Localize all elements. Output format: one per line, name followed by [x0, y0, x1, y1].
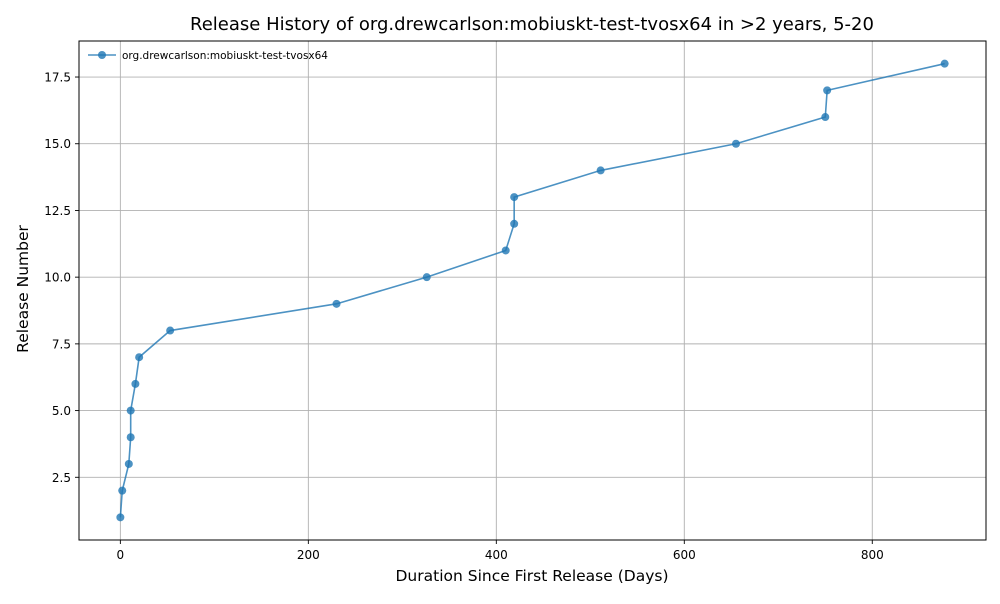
data-point	[135, 353, 144, 362]
data-point	[126, 406, 135, 415]
data-point	[126, 433, 135, 442]
legend-marker	[98, 51, 106, 59]
data-point	[510, 219, 519, 228]
data-point	[116, 513, 125, 522]
data-point	[166, 326, 175, 335]
data-point	[940, 59, 949, 68]
y-tick-label: 12.5	[44, 204, 71, 218]
x-axis-label: Duration Since First Release (Days)	[395, 567, 668, 585]
data-point	[131, 379, 140, 388]
legend: org.drewcarlson:mobiuskt-test-tvosx64	[88, 50, 328, 62]
data-point	[823, 86, 832, 95]
data-point	[422, 273, 431, 282]
chart-title: Release History of org.drewcarlson:mobiu…	[190, 14, 874, 35]
data-point	[124, 459, 133, 468]
data-point	[821, 113, 830, 122]
x-tick-label: 400	[485, 548, 508, 562]
data-point	[118, 486, 127, 495]
axes-frame	[78, 40, 987, 541]
y-tick-label: 17.5	[44, 71, 71, 85]
x-tick-label: 200	[297, 548, 320, 562]
data-point	[501, 246, 510, 255]
y-tick-label: 10.0	[44, 271, 71, 285]
series-line	[119, 62, 945, 518]
y-tick-label: 5.0	[52, 404, 71, 418]
data-point	[731, 139, 740, 148]
y-tick-label: 2.5	[52, 471, 71, 485]
data-point	[510, 193, 519, 202]
y-tick-label: 15.0	[44, 137, 71, 151]
y-axis-label: Release Number	[14, 225, 32, 353]
x-tick-label: 0	[117, 548, 125, 562]
legend-label: org.drewcarlson:mobiuskt-test-tvosx64	[122, 50, 328, 62]
y-tick-label: 7.5	[52, 337, 71, 351]
x-tick-label: 800	[861, 548, 884, 562]
grid-layer	[79, 41, 986, 540]
data-point	[332, 299, 341, 308]
series-layer	[116, 59, 949, 522]
x-tick-label: 600	[673, 548, 696, 562]
tick-layer: 0 200 400 600 800 2.5 5.0 7.5 10.0 12.5 15.0 17.5	[44, 71, 883, 562]
data-point	[596, 166, 605, 175]
